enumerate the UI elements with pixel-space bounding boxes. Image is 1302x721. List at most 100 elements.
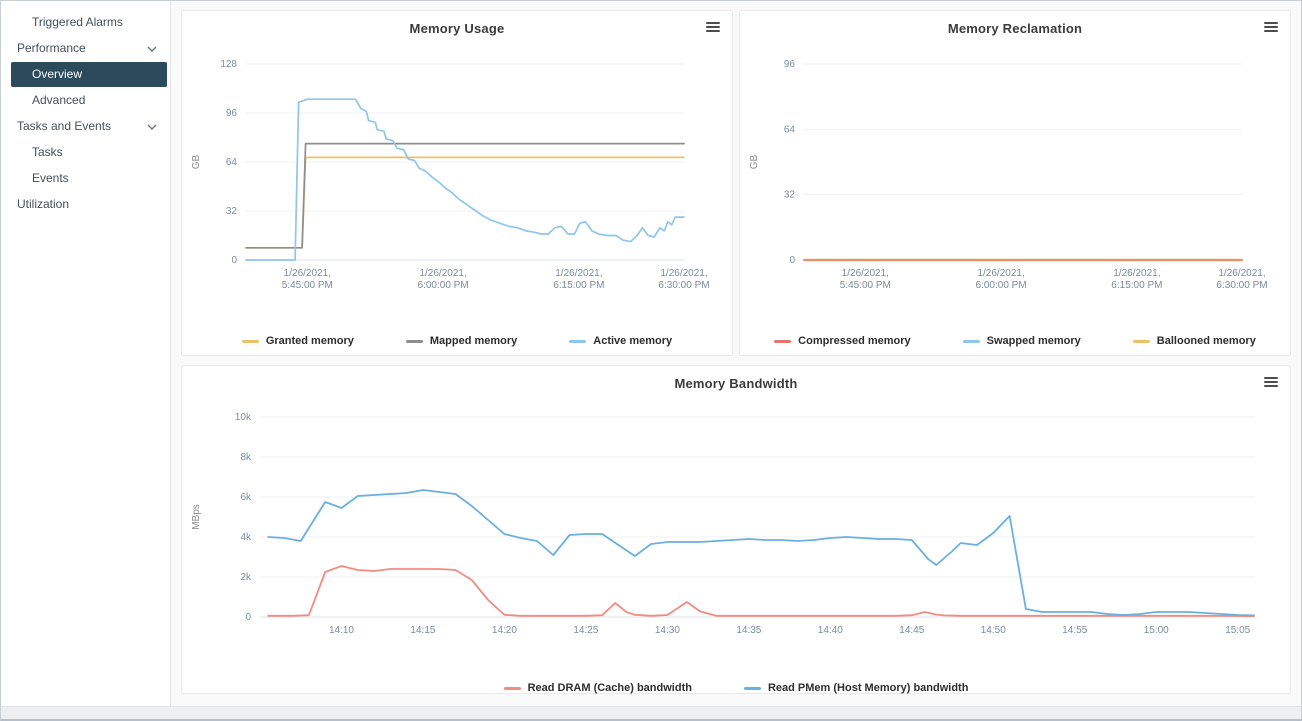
sidebar-item-label: Overview [32, 67, 83, 81]
y-tick-label: 2k [240, 572, 252, 583]
chart-menu-icon[interactable] [1264, 377, 1278, 389]
y-tick-label: 0 [789, 255, 795, 266]
x-tick-label: 14:55 [1062, 625, 1087, 636]
legend-swatch-icon [1132, 339, 1150, 343]
memory-bandwidth-plot: 0 2k 4k 6k 8k 10k MBps 14:10 14:15 14:20 14:25 14:3… [191, 412, 1255, 636]
x-tick-label: 14:50 [981, 625, 1006, 636]
chart-legend: Compressed memory Swapped memory Ballooned… [740, 335, 1290, 347]
legend-item-read-pmem-host-memory-bandwidth[interactable]: Read PMem (Host Memory) bandwidth [743, 682, 969, 694]
sidebar-item-label: Tasks [32, 145, 63, 159]
legend-item-compressed-memory[interactable]: Compressed memory [774, 335, 911, 347]
x-tick-label: 14:15 [410, 625, 435, 636]
legend-item-granted-memory[interactable]: Granted memory [241, 335, 354, 347]
legend-swatch-icon [405, 339, 423, 343]
chevron-down-icon [147, 46, 157, 52]
legend-item-swapped-memory[interactable]: Swapped memory [962, 335, 1081, 347]
legend-label: Granted memory [265, 335, 354, 347]
x-tick-label: 1/26/2021, 6:15:00 PM [1111, 268, 1162, 291]
y-tick-label: 8k [240, 452, 252, 463]
sidebar-item-triggered-alarms[interactable]: Triggered Alarms [1, 10, 170, 35]
sidebar-item-label: Utilization [17, 197, 70, 211]
sidebar-item-tasks[interactable]: Tasks [1, 140, 170, 165]
y-tick-label: 6k [240, 492, 252, 503]
sidebar-item-advanced[interactable]: Advanced [1, 88, 170, 113]
chart-title: Memory Reclamation [947, 21, 1083, 36]
series-line-read-pmem-host-memory-bandwidth [267, 489, 1255, 617]
sidebar-nav: Triggered Alarms Performance Overview Advan… [1, 1, 171, 706]
menu-bar [1264, 381, 1278, 383]
legend-item-ballooned-memory[interactable]: Ballooned memory [1132, 335, 1256, 347]
y-tick-label: 0 [231, 255, 237, 266]
sidebar-item-events[interactable]: Events [1, 166, 170, 191]
legend-swatch-icon [241, 339, 259, 343]
x-tick-label: 14:10 [329, 625, 354, 636]
menu-bar [1264, 377, 1278, 379]
memory-reclamation-plot: 0 32 64 96 GB 1/26/2021, 5:45:00 PM 1/26/2021, 6… [749, 59, 1268, 291]
memory-reclamation-card: Memory Reclamation 0 32 64 96 GB 1/26/2021, 5:4… [739, 10, 1291, 356]
x-tick-label: 14:45 [899, 625, 924, 636]
sidebar-item-utilization[interactable]: Utilization [1, 192, 170, 217]
legend-label: Mapped memory [429, 335, 518, 347]
legend-item-mapped-memory[interactable]: Mapped memory [405, 335, 518, 347]
horizontal-scrollbar[interactable] [1, 706, 1301, 719]
menu-bar [1264, 22, 1278, 24]
legend-label: Read PMem (Host Memory) bandwidth [767, 682, 969, 694]
legend-swatch-icon [743, 686, 761, 690]
legend-item-active-memory[interactable]: Active memory [569, 335, 672, 347]
memory-bandwidth-card: Memory Bandwidth 0 2k 4k 6k 8k 10k MBps 14:10 14:… [181, 365, 1291, 694]
chart-header: Memory Bandwidth [182, 366, 1290, 405]
sidebar-item-performance[interactable]: Performance [1, 36, 170, 61]
legend-swatch-icon [962, 339, 980, 343]
x-tick-label: 1/26/2021, 6:00:00 PM [976, 268, 1027, 291]
x-tick-label: 14:20 [492, 625, 517, 636]
x-tick-label: 14:30 [655, 625, 680, 636]
y-tick-label: 32 [226, 206, 238, 217]
y-tick-label: 96 [784, 59, 796, 70]
memory-usage-card: Memory Usage 0 32 64 96 128 GB 1/26/2021, 5:45:0… [181, 10, 733, 356]
chart-title: Memory Usage [409, 21, 505, 36]
y-tick-label: 128 [220, 59, 237, 70]
y-tick-label: 96 [226, 108, 238, 119]
x-tick-label: 1/26/2021, 6:30:00 PM [1216, 268, 1267, 291]
x-tick-label: 1/26/2021, 6:30:00 PM [658, 268, 709, 291]
legend-label: Read DRAM (Cache) bandwidth [527, 682, 692, 694]
chevron-down-icon [147, 124, 157, 130]
chart-legend: Granted memory Mapped memory Active memory [182, 335, 732, 347]
sidebar-item-label: Events [32, 171, 69, 185]
x-tick-label: 14:35 [736, 625, 761, 636]
series-line-read-dram-cache-bandwidth [267, 565, 1255, 618]
menu-bar [1264, 26, 1278, 28]
chart-menu-icon[interactable] [1264, 22, 1278, 34]
menu-bar [1264, 30, 1278, 32]
y-tick-label: 10k [235, 412, 252, 423]
series-line-active-memory [245, 98, 685, 261]
x-tick-label: 1/26/2021, 6:00:00 PM [418, 268, 469, 291]
legend-label: Active memory [593, 335, 673, 347]
sidebar-item-label: Advanced [32, 93, 86, 107]
x-tick-label: 1/26/2021, 6:15:00 PM [553, 268, 604, 291]
x-tick-label: 15:05 [1225, 625, 1250, 636]
chart-menu-icon[interactable] [706, 22, 720, 34]
x-tick-label: 15:00 [1144, 625, 1169, 636]
legend-label: Ballooned memory [1156, 335, 1256, 347]
y-axis-label: GB [749, 154, 760, 169]
legend-swatch-icon [774, 339, 792, 343]
menu-bar [706, 26, 720, 28]
y-tick-label: 0 [245, 612, 251, 623]
legend-label: Compressed memory [798, 335, 911, 347]
memory-usage-plot: 0 32 64 96 128 GB 1/26/2021, 5:45:00 PM 1/26/202… [191, 59, 710, 291]
sidebar-item-label: Triggered Alarms [32, 15, 123, 29]
legend-label: Swapped memory [986, 335, 1081, 347]
legend-swatch-icon [503, 686, 521, 690]
legend-swatch-icon [569, 339, 587, 343]
chart-legend: Read DRAM (Cache) bandwidth Read PMem (Ho… [182, 682, 1290, 694]
chart-header: Memory Reclamation [740, 11, 1290, 50]
menu-bar [1264, 385, 1278, 387]
legend-item-read-dram-cache-bandwidth[interactable]: Read DRAM (Cache) bandwidth [503, 682, 692, 694]
sidebar-item-tasks-and-events[interactable]: Tasks and Events [1, 114, 170, 139]
series-line-mapped-memory [245, 142, 685, 249]
x-tick-label: 14:25 [573, 625, 598, 636]
main-content: Memory Usage 0 32 64 96 128 GB 1/26/2021, 5:45:0… [171, 1, 1301, 706]
sidebar-item-overview[interactable]: Overview [11, 62, 167, 87]
